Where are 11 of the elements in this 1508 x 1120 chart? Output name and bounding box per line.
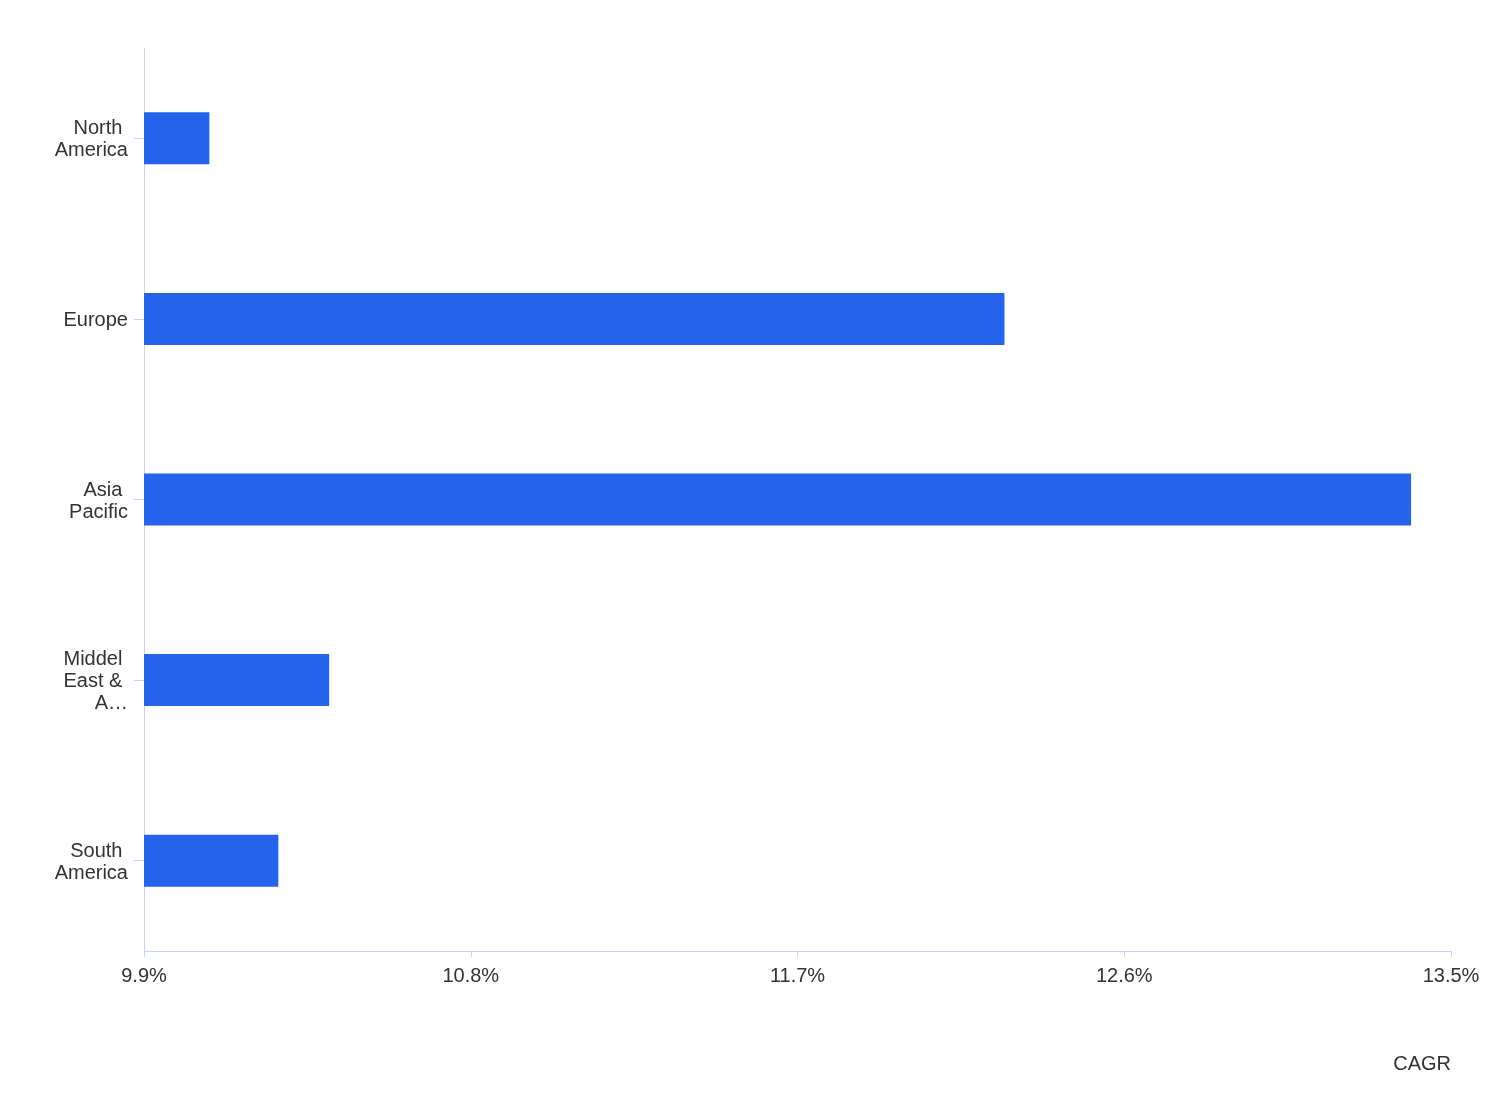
y-tick-label: Middel East & A… (63, 647, 128, 714)
x-tick-label: 13.5% (1422, 964, 1480, 986)
x-tick-label: 9.9% (121, 964, 168, 986)
x-tick-label: 10.8% (442, 964, 500, 986)
y-tick-label: Europe (63, 307, 128, 330)
y-tick-label: South America (54, 838, 129, 883)
x-axis-title: CAGR (1393, 1052, 1452, 1074)
x-tick-label: 12.6% (1095, 964, 1153, 986)
y-tick-label: Asia Pacific (69, 477, 128, 522)
y-tick-label: North America (54, 116, 129, 161)
x-tick-label: 11.7% (769, 964, 826, 986)
